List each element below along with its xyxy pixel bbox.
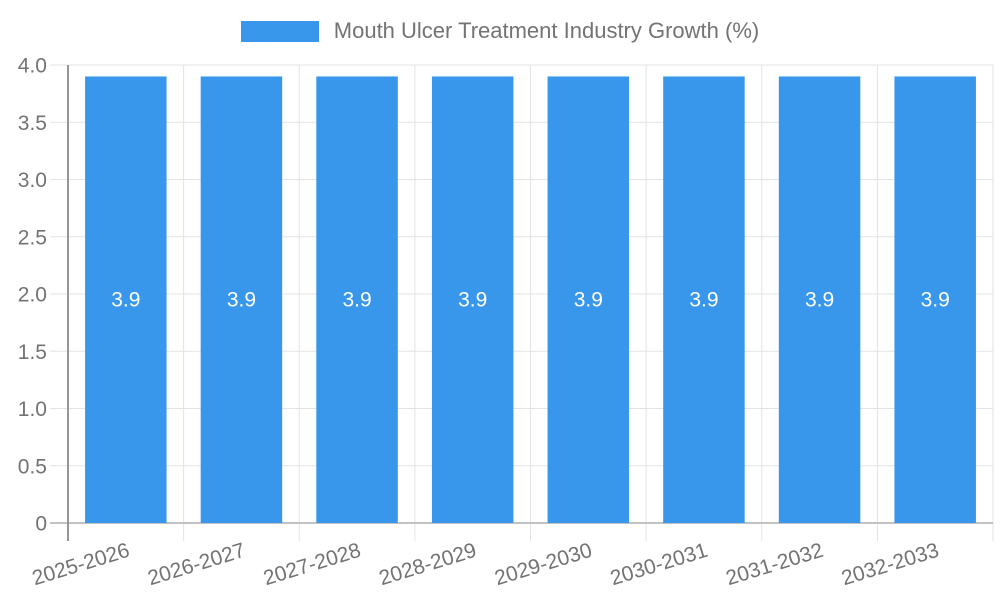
x-tick-label: 2031-2032 — [723, 539, 826, 590]
bar-2030-2031[interactable] — [663, 76, 745, 523]
legend-swatch-icon — [240, 20, 319, 42]
y-tick-label: 2.0 — [18, 284, 47, 307]
x-tick-label: 2030-2031 — [608, 539, 711, 590]
bar-2025-2026[interactable] — [85, 76, 167, 523]
bar-value-label: 3.9 — [805, 289, 834, 312]
y-tick-label: 2.5 — [18, 226, 47, 249]
bar-value-label: 3.9 — [458, 289, 487, 312]
chart-legend: Mouth Ulcer Treatment Industry Growth (%… — [0, 19, 1000, 43]
legend-label: Mouth Ulcer Treatment Industry Growth (%… — [333, 18, 760, 43]
x-tick-label: 2027-2028 — [261, 539, 364, 590]
x-tick-label: 2028-2029 — [376, 539, 479, 590]
x-tick-label: 2026-2027 — [145, 539, 248, 590]
bar-value-label: 3.9 — [921, 289, 950, 312]
bar-2029-2030[interactable] — [547, 76, 630, 523]
bar-2031-2032[interactable] — [778, 76, 861, 523]
bar-value-label: 3.9 — [111, 289, 140, 312]
y-tick-label: 3.5 — [18, 112, 47, 135]
x-tick-label: 2029-2030 — [492, 539, 595, 590]
bar-2032-2033[interactable] — [894, 76, 976, 523]
y-tick-label: 3.0 — [18, 169, 47, 192]
bar-2027-2028[interactable] — [316, 76, 398, 523]
y-tick-label: 1.0 — [18, 398, 47, 421]
x-tick-label: 2032-2033 — [839, 539, 942, 590]
bar-2026-2027[interactable] — [200, 76, 283, 523]
y-tick-label: 1.5 — [18, 341, 47, 364]
bar-value-label: 3.9 — [689, 289, 718, 312]
bar-value-label: 3.9 — [227, 289, 256, 312]
y-tick-label: 0 — [35, 513, 47, 536]
x-tick-label: 2025-2026 — [30, 539, 133, 590]
bar-2028-2029[interactable] — [431, 76, 514, 523]
legend-item-growth[interactable]: Mouth Ulcer Treatment Industry Growth (%… — [240, 18, 760, 43]
bar-value-label: 3.9 — [342, 289, 371, 312]
bar-value-label: 3.9 — [574, 289, 603, 312]
y-tick-label: 4.0 — [18, 55, 47, 78]
y-tick-label: 0.5 — [18, 455, 47, 478]
